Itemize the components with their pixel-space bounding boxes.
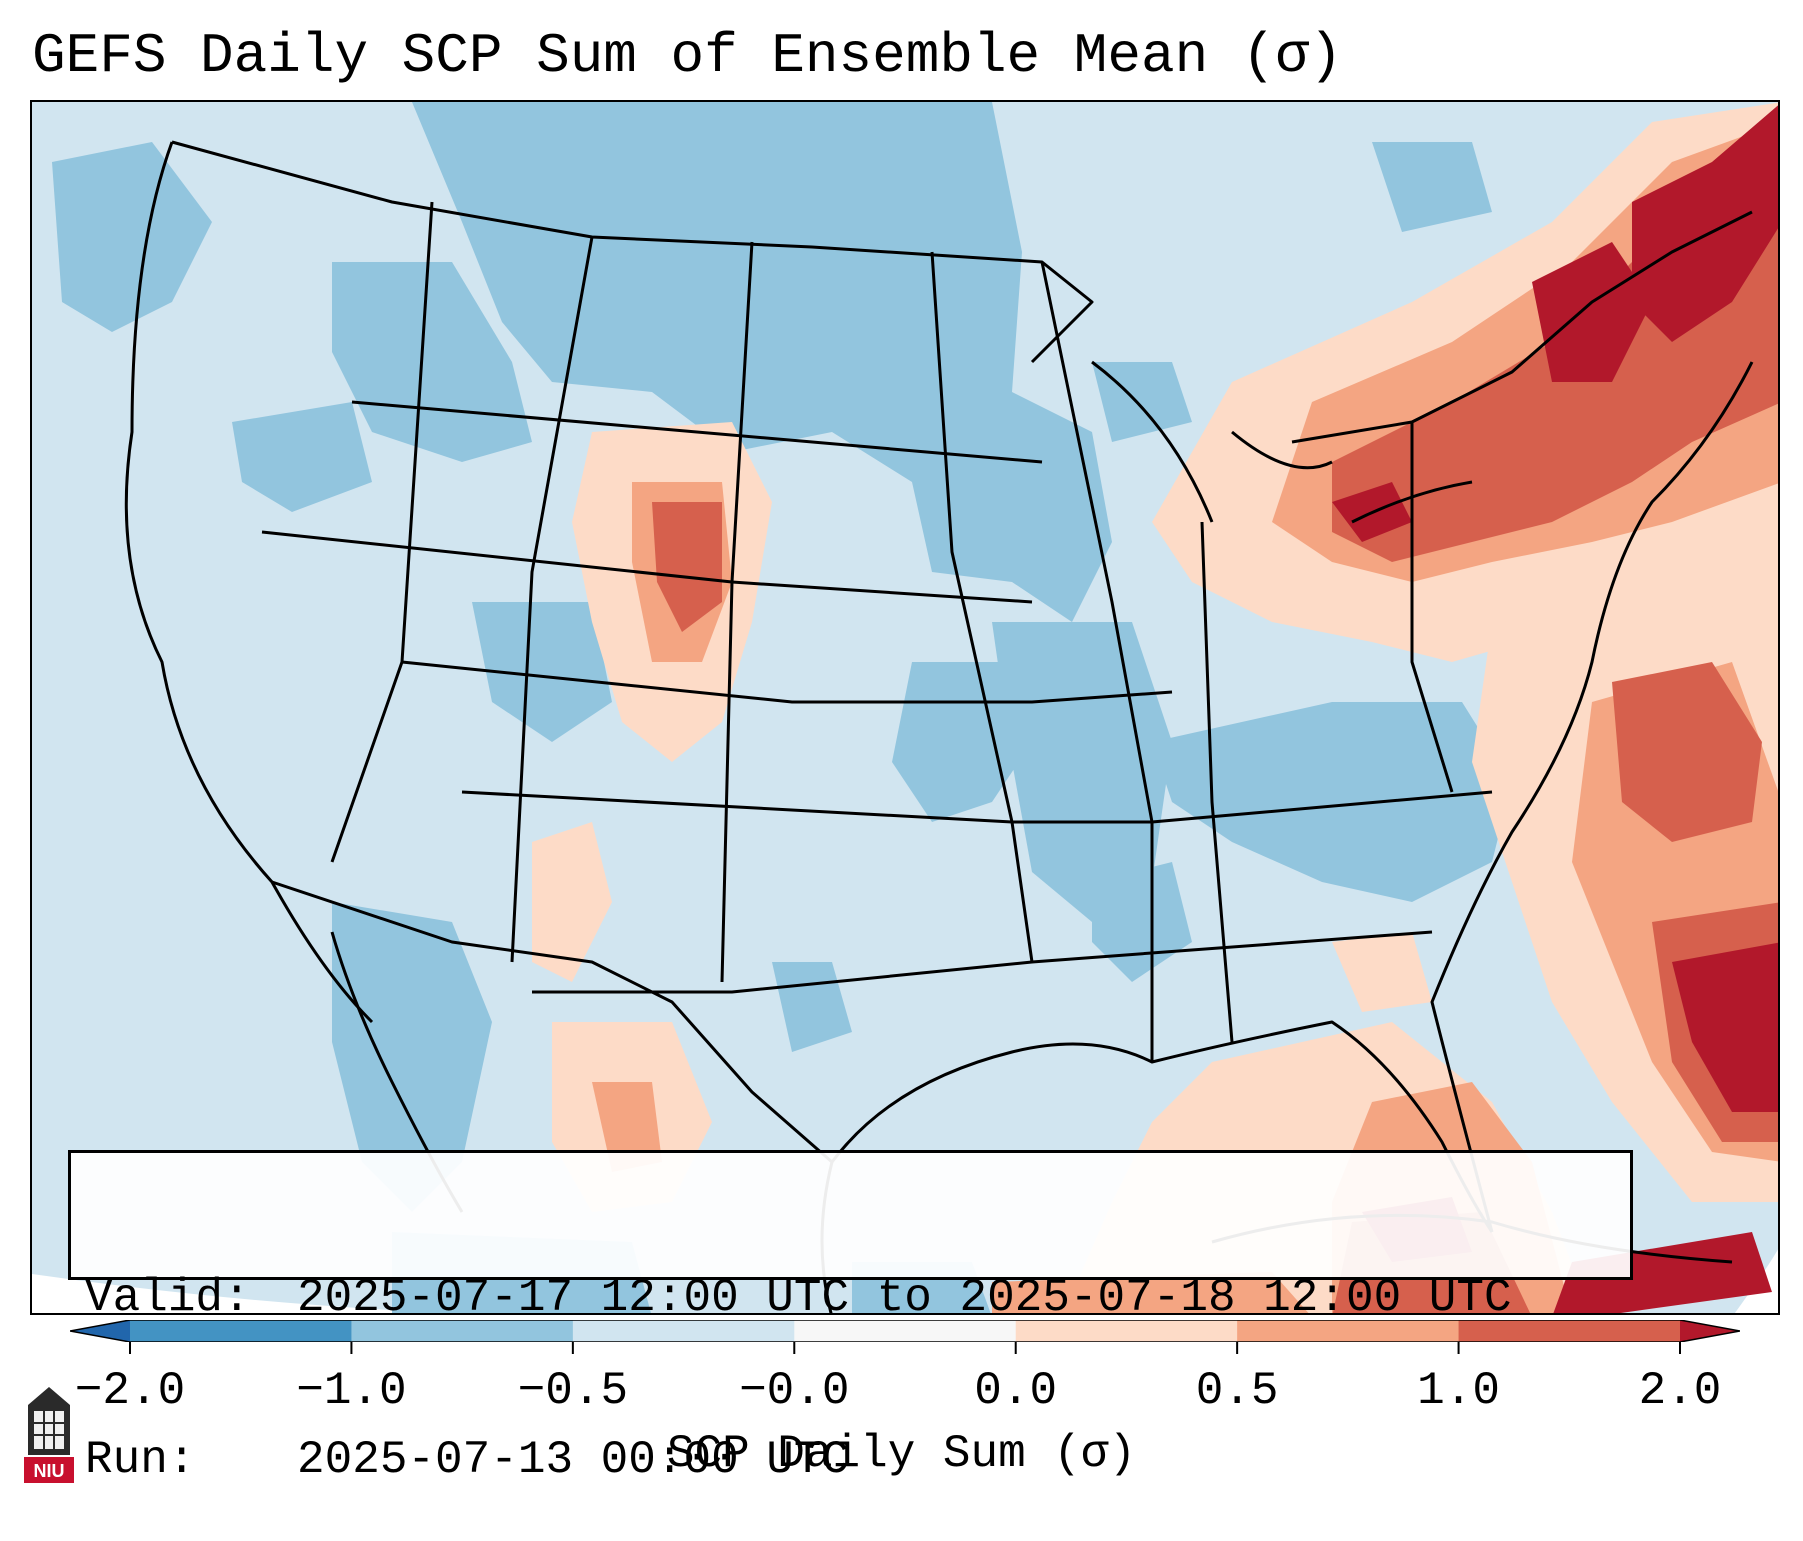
colorbar-tick-label: 2.0: [1638, 1365, 1722, 1417]
chart-title: GEFS Daily SCP Sum of Ensemble Mean (σ): [32, 24, 1343, 88]
patch-quebec-max: [1632, 105, 1778, 342]
colorbar-bin: [572, 1320, 795, 1342]
colorbar-tick-label: −1.0: [296, 1365, 407, 1417]
state-line-vert-2: [510, 236, 594, 963]
us-canada-border-east: [1291, 210, 1753, 444]
patch-mexico-medium: [592, 1082, 662, 1172]
gulf-coast: [830, 1020, 1494, 1233]
patch-pacific-nw: [52, 142, 212, 332]
run-label: Run:: [85, 1434, 196, 1486]
us-canada-border: [171, 140, 1094, 364]
colorbar-tick-label: −0.0: [739, 1365, 850, 1417]
valid-value: 2025-07-17 12:00 UTC to 2025-07-18 12:00…: [297, 1272, 1512, 1324]
colorbar-ticks: [129, 1342, 1681, 1354]
state-line-vert-4: [930, 251, 1034, 963]
state-line-5: [532, 930, 1433, 994]
map-panel: [30, 100, 1780, 1315]
patch-cuba-medium: [992, 1272, 1309, 1313]
patch-oregon: [232, 402, 372, 512]
state-line-4: [461, 790, 1493, 824]
colorbar-label: SCP Daily Sum (σ): [666, 1428, 1137, 1480]
patch-georgia-light: [1332, 932, 1432, 1012]
patch-atlantic-1: [1612, 662, 1762, 842]
mexico-border: [271, 880, 833, 1164]
state-line-vert-1: [330, 201, 434, 863]
colorbar-tick-label: 0.0: [974, 1365, 1058, 1417]
east-coast: [1430, 361, 1754, 1233]
colorbar-tick-label: 0.5: [1195, 1365, 1279, 1417]
valid-label: Valid:: [85, 1272, 251, 1324]
patch-new-mexico-light: [532, 822, 612, 982]
colorbar-extend-low: [70, 1320, 130, 1342]
patch-cuba-max: [1553, 1232, 1772, 1313]
colorbar-bin: [794, 1320, 1017, 1342]
state-line-vert-3: [720, 241, 754, 983]
run-value: 2025-07-13 00:00 UTC: [297, 1434, 850, 1486]
valid-row: Valid: 2025-07-17 12:00 UTC to 2025-07-18…: [85, 1271, 1616, 1325]
niu-logo: NIU: [24, 1387, 74, 1483]
logo-text: NIU: [34, 1461, 65, 1481]
colorbar-bin: [1458, 1320, 1681, 1342]
colorbar: [70, 1320, 1740, 1342]
patch-hudson-bay-area: [1372, 142, 1492, 232]
patch-tennessee-carolinas: [1152, 702, 1512, 902]
patch-northern-plains: [412, 102, 1112, 622]
valid-run-info-box: Valid: 2025-07-17 12:00 UTC to 2025-07-18…: [68, 1150, 1633, 1486]
colorbar-bin: [1237, 1320, 1460, 1342]
patch-colorado-strong: [652, 502, 722, 632]
state-line-vert-5: [1040, 261, 1154, 1062]
patch-new-england-max: [1532, 242, 1652, 382]
negative-anomaly-patches: [52, 102, 1512, 1313]
state-line-1: [351, 400, 1043, 464]
state-line-3: [401, 660, 1173, 704]
colorbar-bin: [1015, 1320, 1238, 1342]
patch-utah-az: [472, 602, 612, 742]
colorbar-tick-label: −2.0: [74, 1365, 186, 1417]
projection-edge: [32, 1274, 450, 1313]
colorbar-tick-label: 1.0: [1417, 1365, 1500, 1417]
projection-edge-right: [1734, 1249, 1778, 1313]
colorbar-extend-high: [1680, 1320, 1740, 1342]
colorbar-bin: [130, 1320, 352, 1342]
map-svg: [32, 102, 1778, 1313]
run-row: Run: 2025-07-13 00:00 UTC: [85, 1433, 1616, 1487]
state-line-vert-6: [1200, 521, 1234, 1043]
state-line-vert-7: [1410, 422, 1454, 793]
colorbar-bin: [351, 1320, 574, 1342]
colorbar-tick-label: −0.5: [517, 1365, 629, 1417]
patch-baja-sonora: [332, 902, 492, 1212]
patch-texas-small: [772, 962, 852, 1052]
patch-atlantic-max: [1672, 942, 1778, 1112]
west-coast: [124, 141, 374, 1024]
great-lakes: [1091, 360, 1473, 524]
patch-mississippi: [1092, 862, 1192, 982]
patch-missouri-arkansas: [992, 622, 1172, 922]
